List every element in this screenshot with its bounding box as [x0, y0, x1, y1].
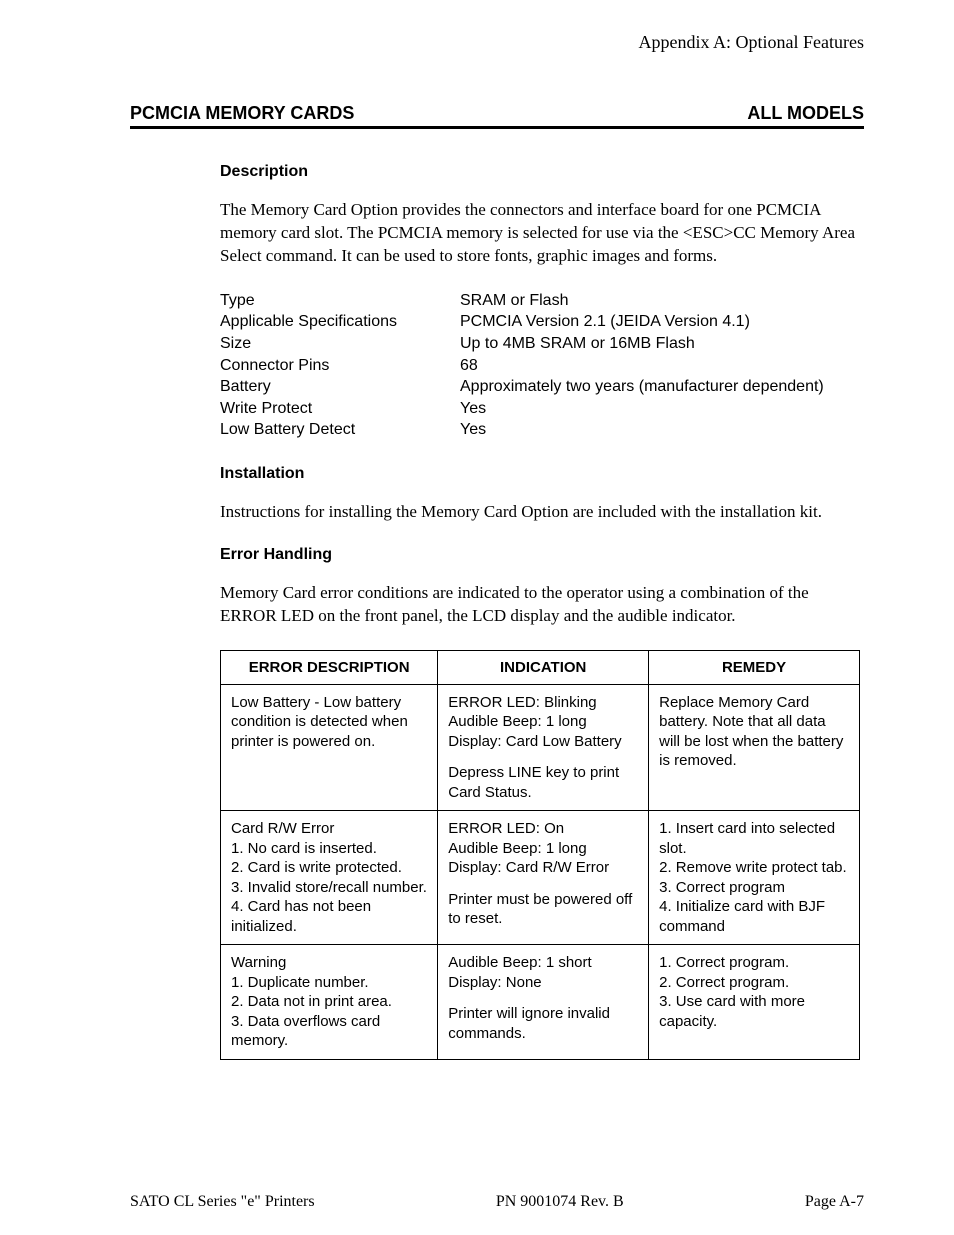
- cell-ind-text1: ERROR LED: On Audible Beep: 1 long Displ…: [448, 820, 609, 876]
- spec-value: Yes: [460, 419, 864, 441]
- spec-value: PCMCIA Version 2.1 (JEIDA Version 4.1): [460, 311, 864, 333]
- cell-rem-text: 1. Insert card into selected slot. 2. Re…: [659, 820, 847, 935]
- table-header-indication: INDICATION: [438, 650, 649, 684]
- cell-remedy: 1. Insert card into selected slot. 2. Re…: [649, 811, 860, 945]
- error-table: ERROR DESCRIPTION INDICATION REMEDY Low …: [220, 650, 860, 1060]
- spec-row: Size Up to 4MB SRAM or 16MB Flash: [220, 333, 864, 355]
- spec-row: Type SRAM or Flash: [220, 290, 864, 312]
- table-row: Low Battery - Low battery condition is d…: [221, 684, 860, 811]
- cell-ind-text1: Audible Beep: 1 short Display: None: [448, 954, 591, 991]
- spec-value: SRAM or Flash: [460, 290, 864, 312]
- spec-table: Type SRAM or Flash Applicable Specificat…: [220, 290, 864, 441]
- description-body: The Memory Card Option provides the conn…: [220, 199, 864, 268]
- spec-value: Approximately two years (manufacturer de…: [460, 376, 864, 398]
- cell-ind-text2: Printer must be powered off to reset.: [448, 891, 632, 928]
- spec-row: Applicable Specifications PCMCIA Version…: [220, 311, 864, 333]
- cell-indication: ERROR LED: Blinking Audible Beep: 1 long…: [438, 684, 649, 811]
- cell-rem-text: 1. Correct program. 2. Correct program. …: [659, 954, 805, 1030]
- table-header-remedy: REMEDY: [649, 650, 860, 684]
- cell-desc-text: Warning 1. Duplicate number. 2. Data not…: [231, 954, 392, 1049]
- footer-right: Page A-7: [805, 1193, 864, 1211]
- footer-center: PN 9001074 Rev. B: [496, 1193, 624, 1211]
- error-handling-heading: Error Handling: [220, 546, 864, 564]
- spec-label: Size: [220, 333, 460, 355]
- cell-remedy: 1. Correct program. 2. Correct program. …: [649, 945, 860, 1060]
- page-footer: SATO CL Series "e" Printers PN 9001074 R…: [130, 1193, 864, 1211]
- description-heading: Description: [220, 163, 864, 181]
- spec-value: Up to 4MB SRAM or 16MB Flash: [460, 333, 864, 355]
- cell-indication: Audible Beep: 1 short Display: None Print…: [438, 945, 649, 1060]
- spec-row: Low Battery Detect Yes: [220, 419, 864, 441]
- spec-value: 68: [460, 355, 864, 377]
- spec-row: Battery Approximately two years (manufac…: [220, 376, 864, 398]
- section-title-right: ALL MODELS: [747, 103, 864, 124]
- spec-label: Connector Pins: [220, 355, 460, 377]
- spec-row: Write Protect Yes: [220, 398, 864, 420]
- spec-label: Battery: [220, 376, 460, 398]
- cell-ind-text2: Depress LINE key to print Card Status.: [448, 764, 619, 801]
- cell-ind-text1: ERROR LED: Blinking Audible Beep: 1 long…: [448, 694, 621, 750]
- table-header-row: ERROR DESCRIPTION INDICATION REMEDY: [221, 650, 860, 684]
- cell-desc-text: Card R/W Error 1. No card is inserted. 2…: [231, 820, 427, 935]
- appendix-header: Appendix A: Optional Features: [130, 32, 864, 53]
- section-title-row: PCMCIA MEMORY CARDS ALL MODELS: [130, 103, 864, 129]
- spec-label: Applicable Specifications: [220, 311, 460, 333]
- spec-label: Write Protect: [220, 398, 460, 420]
- table-row: Card R/W Error 1. No card is inserted. 2…: [221, 811, 860, 945]
- spec-value: Yes: [460, 398, 864, 420]
- content-block: Description The Memory Card Option provi…: [130, 163, 864, 1060]
- cell-desc: Warning 1. Duplicate number. 2. Data not…: [221, 945, 438, 1060]
- cell-desc-text: Low Battery - Low battery condition is d…: [231, 694, 408, 750]
- cell-indication: ERROR LED: On Audible Beep: 1 long Displ…: [438, 811, 649, 945]
- table-header-desc: ERROR DESCRIPTION: [221, 650, 438, 684]
- cell-desc: Card R/W Error 1. No card is inserted. 2…: [221, 811, 438, 945]
- cell-remedy: Replace Memory Card battery. Note that a…: [649, 684, 860, 811]
- installation-heading: Installation: [220, 465, 864, 483]
- spec-label: Low Battery Detect: [220, 419, 460, 441]
- error-handling-body: Memory Card error conditions are indicat…: [220, 582, 864, 628]
- section-title-left: PCMCIA MEMORY CARDS: [130, 103, 354, 124]
- page: Appendix A: Optional Features PCMCIA MEM…: [0, 0, 954, 1235]
- cell-desc: Low Battery - Low battery condition is d…: [221, 684, 438, 811]
- cell-ind-text2: Printer will ignore invalid commands.: [448, 1005, 610, 1042]
- cell-rem-text: Replace Memory Card battery. Note that a…: [659, 694, 843, 770]
- spec-row: Connector Pins 68: [220, 355, 864, 377]
- footer-left: SATO CL Series "e" Printers: [130, 1193, 315, 1211]
- installation-body: Instructions for installing the Memory C…: [220, 501, 864, 524]
- spec-label: Type: [220, 290, 460, 312]
- table-row: Warning 1. Duplicate number. 2. Data not…: [221, 945, 860, 1060]
